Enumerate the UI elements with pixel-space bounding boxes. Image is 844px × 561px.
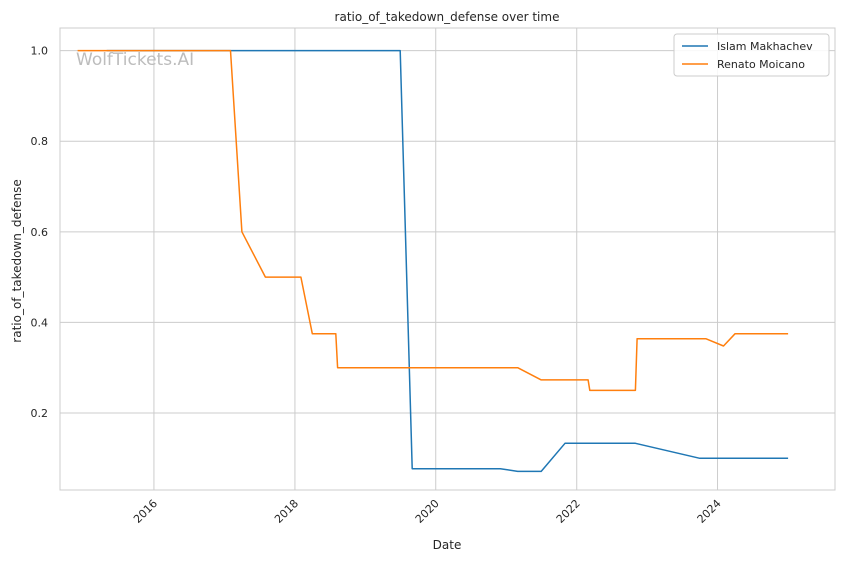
chart-title: ratio_of_takedown_defense over time	[335, 10, 560, 24]
y-tick-label: 0.6	[31, 226, 49, 239]
y-tick-label: 0.4	[31, 316, 49, 329]
series-lines	[77, 49, 789, 473]
watermark-text: WolfTickets.AI	[76, 50, 194, 70]
legend-label: Renato Moicano	[717, 58, 805, 71]
y-axis-label: ratio_of_takedown_defense	[10, 179, 24, 342]
x-axis-label: Date	[433, 538, 462, 552]
series-line-1	[106, 49, 789, 473]
y-tick-label: 0.2	[31, 407, 49, 420]
legend: Islam Makhachev Renato Moicano	[673, 33, 830, 77]
y-tick-label: 1.0	[31, 45, 49, 58]
legend-label: Islam Makhachev	[717, 40, 813, 53]
y-tick-label: 0.8	[31, 135, 49, 148]
y-tick-labels: 0.2 0.4 0.6 0.8 1.0	[31, 45, 49, 420]
plot-frame	[59, 27, 836, 491]
series-line-2	[77, 49, 789, 392]
legend-box	[673, 33, 830, 77]
